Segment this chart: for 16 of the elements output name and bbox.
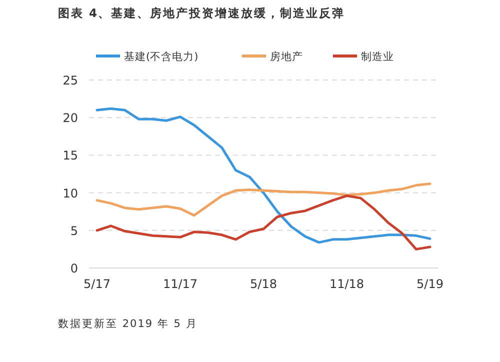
y-tick-label: 10: [62, 186, 78, 200]
y-tick-label: 5: [70, 224, 78, 238]
x-tick-label: 5/17: [84, 277, 110, 291]
x-tick-label: 5/19: [416, 277, 444, 291]
y-tick-label: 15: [62, 148, 78, 163]
legend-label: 房地产: [270, 50, 303, 63]
x-tick-label: 11/18: [329, 277, 364, 291]
x-tick-label: 5/18: [250, 277, 277, 291]
y-tick-label: 25: [62, 74, 78, 88]
legend-label: 基建(不含电力): [124, 50, 198, 63]
y-tick-label: 0: [70, 262, 78, 276]
x-tick-label: 11/17: [162, 277, 198, 291]
text: 数据更新至 2019 年 5 月: [58, 317, 198, 330]
legend-label: 制造业: [361, 50, 394, 63]
y-tick-label: 20: [62, 111, 78, 126]
chart-title: 图表 4、基建、房地产投资增速放缓，制造业反弹: [58, 6, 346, 20]
